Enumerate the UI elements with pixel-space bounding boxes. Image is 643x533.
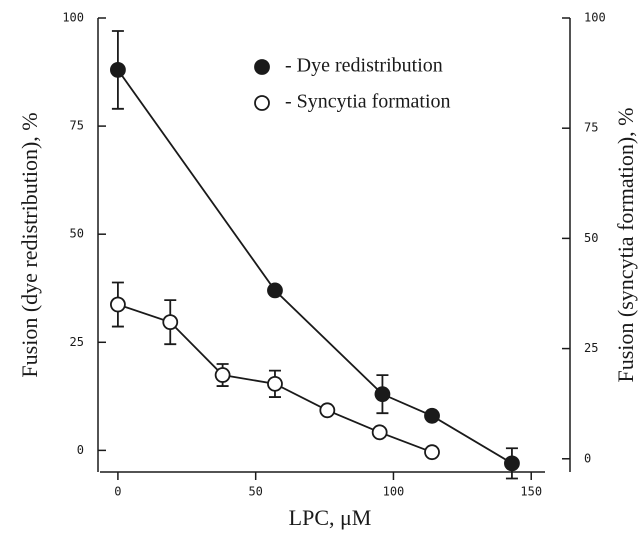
x-axis-label: LPC, μM [289,505,372,530]
x-tick-label: 50 [248,485,262,499]
data-point [267,375,283,392]
data-point [110,61,126,78]
y2-tick-label: 50 [584,231,598,245]
x-tick-label: 150 [520,485,542,499]
data-point [110,296,126,313]
y-tick-label: 0 [77,443,84,457]
data-point [504,455,520,472]
y-tick-label: 25 [70,335,84,349]
y2-tick-label: 100 [584,11,606,25]
legend-label: - Syncytia formation [285,91,451,113]
data-point [424,444,440,461]
y-tick-label: 75 [70,119,84,133]
x-tick-label: 100 [383,485,405,499]
data-point [371,424,388,441]
data-point [374,386,391,403]
legend-marker [254,59,270,75]
legend-marker [254,95,270,111]
y2-tick-label: 75 [584,121,598,135]
y-tick-label: 100 [62,11,84,25]
data-point [319,402,336,419]
data-point [214,367,231,383]
y-tick-label: 50 [70,227,84,241]
legend-label: - Dye redistribution [285,55,443,77]
data-point [267,282,283,299]
y2-axis-label: Fusion (syncytia formation), % [613,108,638,383]
y-axis-label: Fusion (dye redistribution), % [17,112,42,377]
x-tick-label: 0 [114,485,121,499]
y2-tick-label: 0 [584,451,591,465]
data-point [424,407,440,424]
y2-tick-label: 25 [584,341,598,355]
data-point [162,314,179,331]
